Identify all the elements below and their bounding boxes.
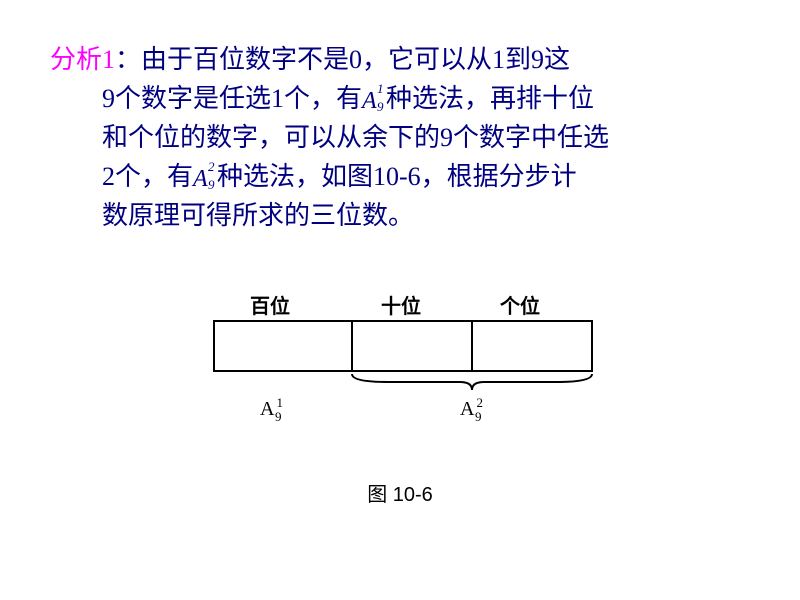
label-hundreds: 百位 <box>250 290 290 319</box>
position-labels: 百位 十位 个位 <box>0 290 800 320</box>
line4-pre: 2个，有 <box>102 162 193 191</box>
analysis-paragraph: 分析1：由于百位数字不是0，它可以从1到9这 9个数字是任选1个，有A19种选法… <box>50 40 750 235</box>
line2-pre: 9个数字是任选1个，有 <box>102 84 362 113</box>
digit-boxes <box>213 320 593 372</box>
line2-post: 种选法，再排十位 <box>386 84 594 113</box>
notation-left: A19 <box>260 398 287 421</box>
line1: ：由于百位数字不是0，它可以从1到9这 <box>115 45 570 74</box>
permutation-a-1-9: A19 <box>362 83 386 109</box>
box-hundreds <box>213 320 353 372</box>
box-tens <box>353 320 473 372</box>
label-ones: 个位 <box>500 290 540 319</box>
figure-caption: 图 10-6 <box>0 478 800 507</box>
indented-lines: 9个数字是任选1个，有A19种选法，再排十位 和个位的数字，可以从余下的9个数字… <box>50 79 750 235</box>
line5: 数原理可得所求的三位数。 <box>102 201 414 230</box>
label-tens: 十位 <box>381 290 421 319</box>
line3: 和个位的数字，可以从余下的9个数字中任选 <box>102 123 609 152</box>
lead-label: 分析1 <box>50 45 115 74</box>
line4-post: 种选法，如图10-6，根据分步计 <box>217 162 577 191</box>
box-ones <box>473 320 593 372</box>
brace-icon <box>348 372 596 394</box>
permutation-a-2-9: A29 <box>193 161 217 187</box>
notation-right: A29 <box>460 398 487 421</box>
main-content: 分析1：由于百位数字不是0，它可以从1到9这 9个数字是任选1个，有A19种选法… <box>0 0 800 235</box>
figure-10-6: 百位 十位 个位 A19 A29 图 10-6 <box>0 290 800 320</box>
